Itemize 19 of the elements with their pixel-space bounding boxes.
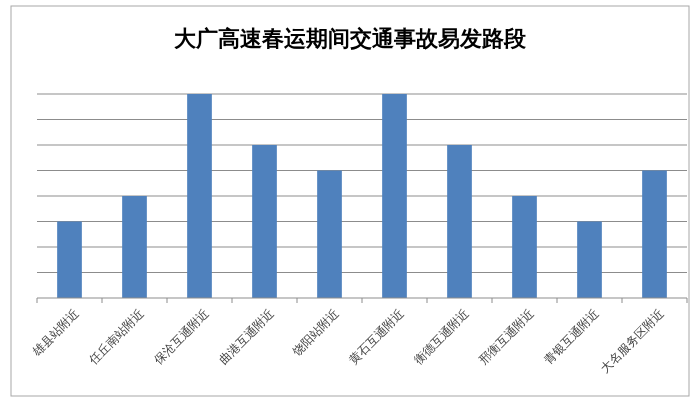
x-tick-label: 保沧互通附近 — [151, 306, 212, 368]
x-tick-label: 任丘南站附近 — [85, 306, 147, 368]
bar — [187, 94, 212, 298]
bar — [577, 222, 602, 298]
bar — [447, 145, 472, 298]
bar — [382, 94, 407, 298]
bar — [512, 196, 537, 298]
x-tick-label: 衡德互通附近 — [411, 306, 472, 368]
bar — [122, 196, 147, 298]
bar — [252, 145, 277, 298]
bar — [57, 222, 82, 298]
x-tick-label: 饶阳站附近 — [288, 306, 342, 360]
bar — [642, 170, 667, 298]
x-tick-label: 黄石互通附近 — [346, 306, 407, 368]
chart-title: 大广高速春运期间交通事故易发路段 — [174, 26, 527, 51]
bar — [317, 170, 342, 298]
x-tick-label: 雄县站附近 — [28, 306, 82, 360]
x-tick-label: 邢衡互通附近 — [476, 306, 537, 368]
x-tick-label: 曲港互通附近 — [216, 306, 277, 368]
